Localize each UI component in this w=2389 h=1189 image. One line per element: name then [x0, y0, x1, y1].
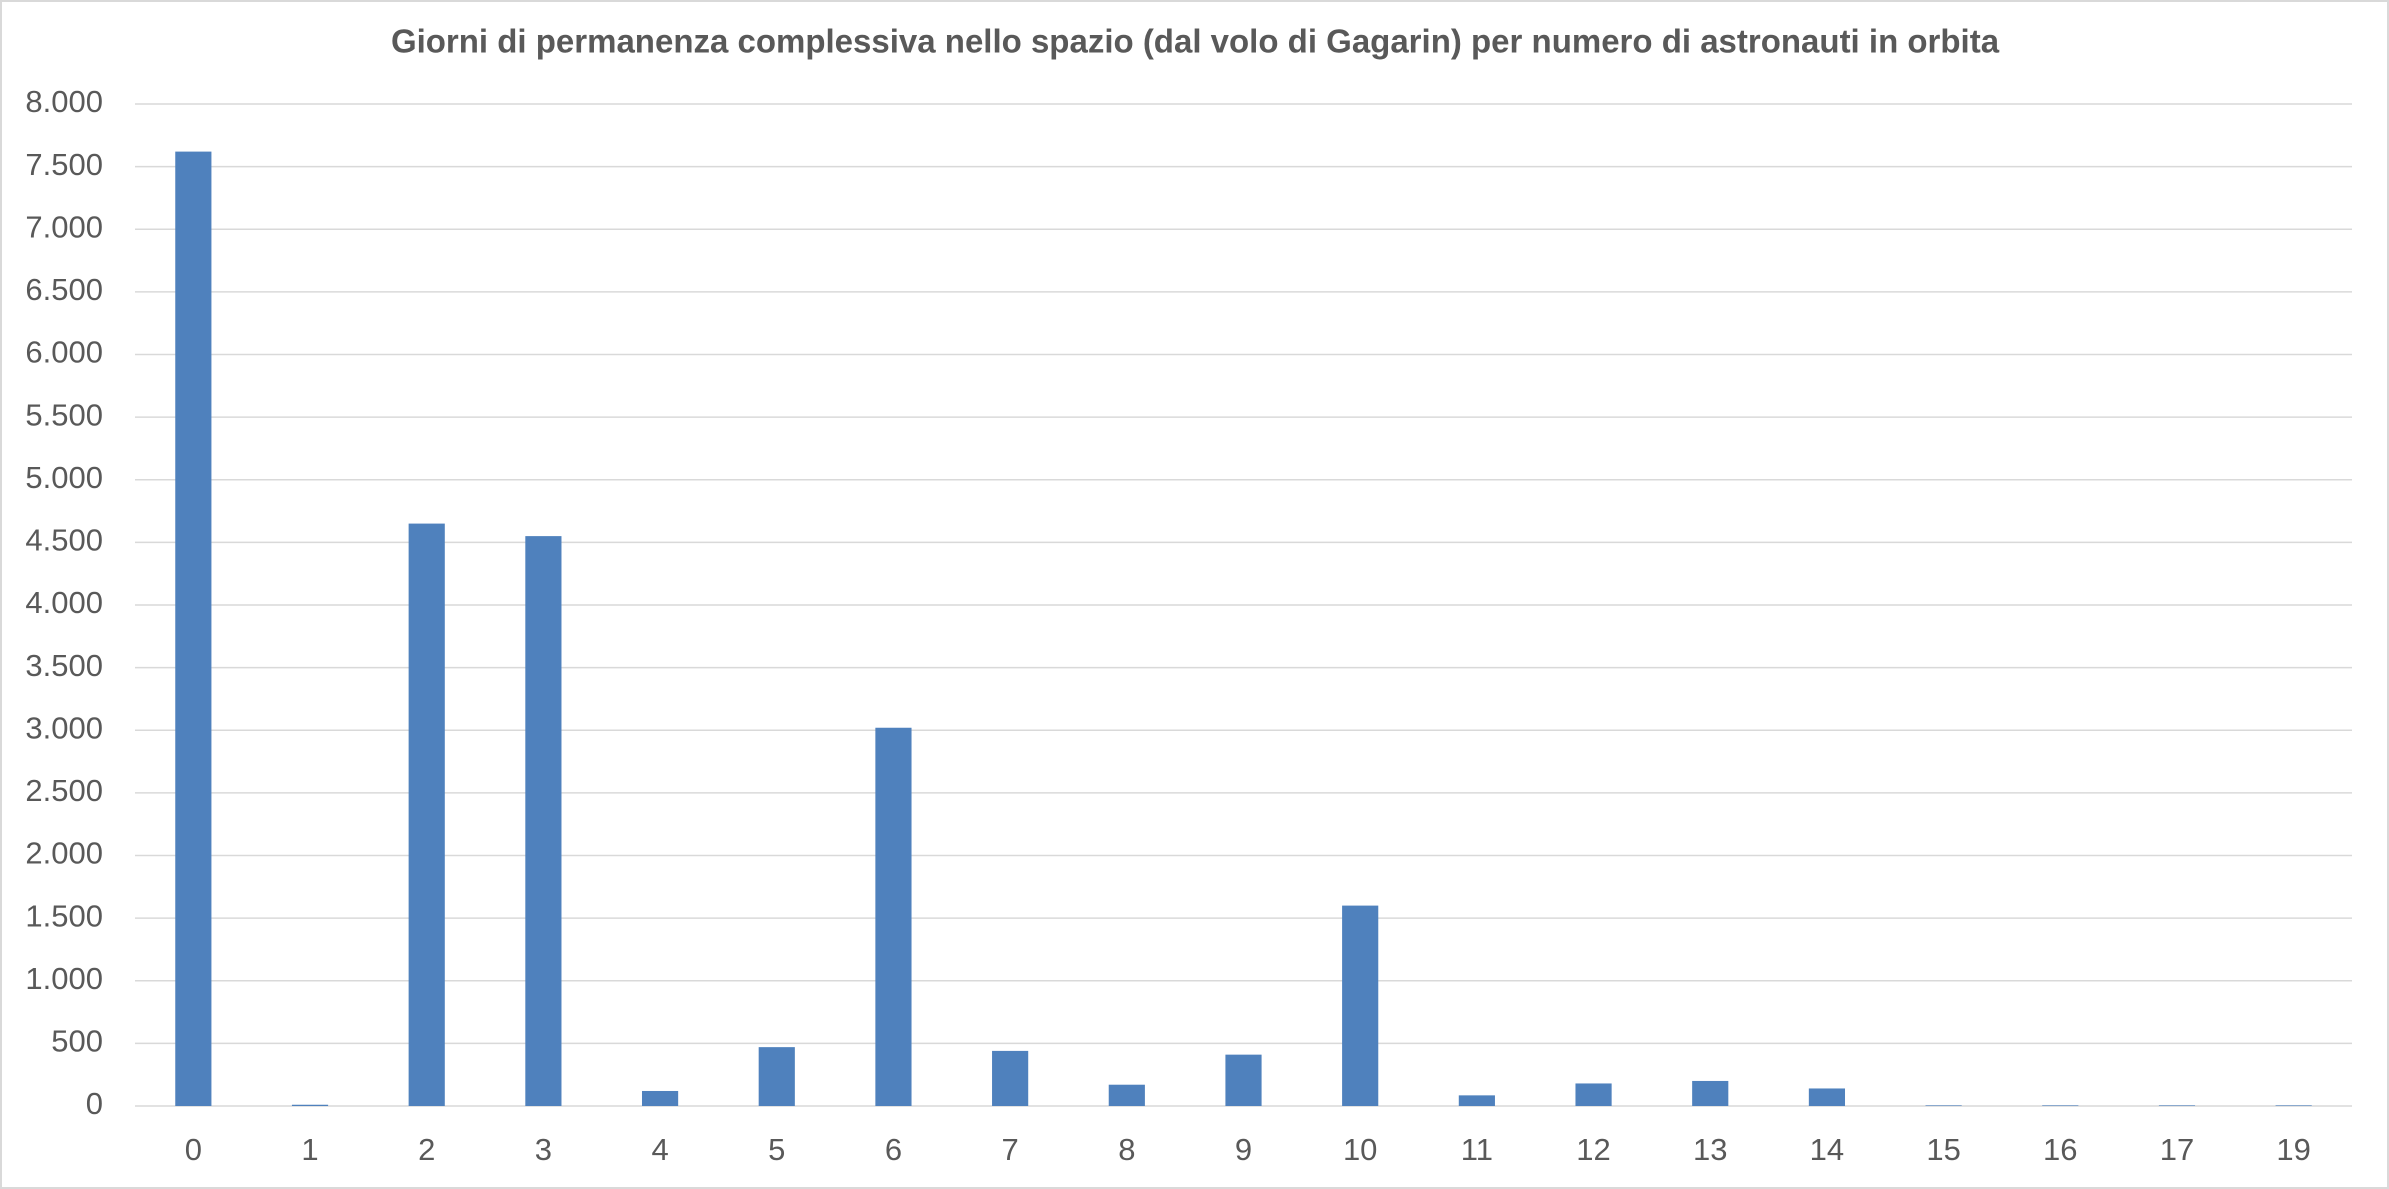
bar [1225, 1054, 1262, 1106]
y-tick-label: 1.500 [25, 898, 103, 933]
bar [1692, 1080, 1729, 1106]
bar [1575, 1083, 1612, 1106]
x-tick-label: 14 [1810, 1132, 1844, 1167]
x-tick-label: 16 [2043, 1132, 2077, 1167]
bar [408, 523, 445, 1106]
bar [1458, 1095, 1495, 1106]
y-tick-label: 2.500 [25, 773, 103, 808]
chart-title: Giorni di permanenza complessiva nello s… [391, 23, 2000, 60]
x-tick-label: 12 [1576, 1132, 1610, 1167]
x-tick-label: 11 [1461, 1132, 1493, 1167]
y-tick-label: 7.500 [25, 147, 103, 182]
bar [758, 1047, 795, 1106]
x-tick-label: 0 [185, 1132, 202, 1167]
x-tick-label: 8 [1118, 1132, 1135, 1167]
x-tick-label: 13 [1693, 1132, 1727, 1167]
x-tick-label: 4 [651, 1132, 668, 1167]
bar [2275, 1105, 2312, 1106]
bar [875, 727, 912, 1106]
x-tick-label: 9 [1235, 1132, 1252, 1167]
y-tick-label: 5.500 [25, 397, 103, 432]
y-tick-label: 4.000 [25, 585, 103, 620]
bar [641, 1090, 679, 1106]
y-tick-label: 8.000 [25, 84, 103, 119]
bar [175, 151, 212, 1107]
x-tick-label: 3 [535, 1132, 552, 1167]
y-tick-label: 500 [51, 1024, 103, 1059]
y-tick-label: 4.500 [25, 523, 103, 558]
bar [1108, 1084, 1145, 1106]
y-tick-label: 1.000 [25, 961, 103, 996]
x-tick-label: 5 [768, 1132, 785, 1167]
y-tick-label: 6.000 [25, 335, 103, 370]
bar [2042, 1105, 2079, 1106]
bar [525, 536, 562, 1106]
x-tick-label: 15 [1926, 1132, 1960, 1167]
x-tick-label: 2 [418, 1132, 435, 1167]
y-tick-label: 5.000 [25, 460, 103, 495]
y-tick-label: 7.000 [25, 209, 103, 244]
x-tick-label: 1 [301, 1132, 318, 1167]
y-tick-label: 3.000 [25, 710, 103, 745]
x-tick-label: 6 [885, 1132, 902, 1167]
y-tick-label: 2.000 [25, 836, 103, 871]
bar [992, 1050, 1029, 1106]
y-tick-label: 6.500 [25, 272, 103, 307]
bar [1808, 1088, 1846, 1106]
bar [1342, 905, 1379, 1106]
x-tick-label: 17 [2160, 1132, 2194, 1167]
x-tick-label: 19 [2276, 1132, 2310, 1167]
bar [1925, 1105, 1962, 1106]
bar [2158, 1105, 2196, 1106]
y-tick-label: 0 [86, 1086, 103, 1121]
bar [291, 1104, 329, 1106]
x-tick-label: 10 [1343, 1132, 1377, 1167]
x-tick-label: 7 [1002, 1132, 1019, 1167]
y-tick-label: 3.500 [25, 648, 103, 683]
